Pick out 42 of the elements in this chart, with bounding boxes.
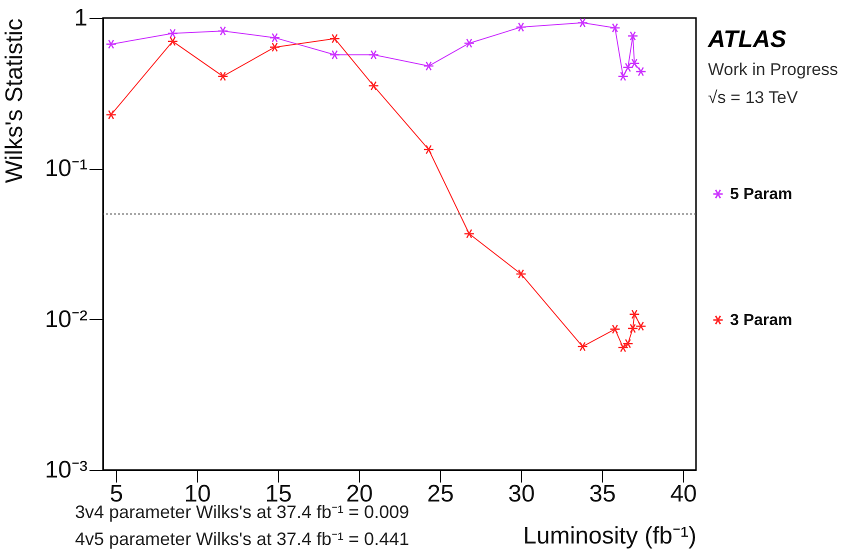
legend-label: 5 Param (730, 186, 792, 203)
y-tick-label: 10⁻² (44, 306, 88, 333)
point (218, 26, 228, 36)
point (610, 23, 620, 33)
text: √s = 13 TeV (708, 88, 798, 107)
point (629, 310, 640, 320)
point (106, 110, 116, 120)
point (329, 34, 340, 44)
point (106, 39, 116, 49)
point (423, 144, 434, 154)
point (423, 61, 434, 71)
text: ATLAS (707, 26, 786, 53)
point (516, 22, 526, 32)
x-tick-label: 40 (670, 480, 697, 508)
x-tick-label: 25 (427, 480, 454, 508)
point (167, 28, 178, 38)
point (218, 72, 228, 82)
point (636, 66, 646, 76)
y-tick-label: 10⁻¹ (44, 155, 88, 182)
x-axis-title: Luminosity (fb⁻¹) (523, 522, 696, 550)
x-tick-label: 30 (508, 480, 535, 508)
point (464, 38, 475, 48)
point (627, 31, 638, 41)
point (577, 342, 588, 352)
y-tick-label: 1 (74, 4, 88, 32)
point (577, 18, 588, 28)
legend-label: 3 Param (730, 312, 792, 329)
point (610, 324, 620, 334)
point (464, 228, 475, 238)
text: Work in Progress (708, 60, 838, 79)
point (516, 269, 526, 279)
point (269, 32, 280, 42)
y-axis-title: Wilks's Statistic (0, 18, 28, 184)
point (269, 42, 280, 52)
x-tick-label: 35 (589, 480, 616, 508)
point (368, 50, 379, 60)
text: 4v5 parameter Wilks's at 37.4 fb⁻¹ = 0.441 (75, 529, 410, 549)
point (368, 80, 379, 91)
point (618, 72, 628, 82)
point (329, 50, 340, 60)
point (167, 36, 178, 46)
y-tick-label: 10⁻³ (44, 456, 88, 484)
